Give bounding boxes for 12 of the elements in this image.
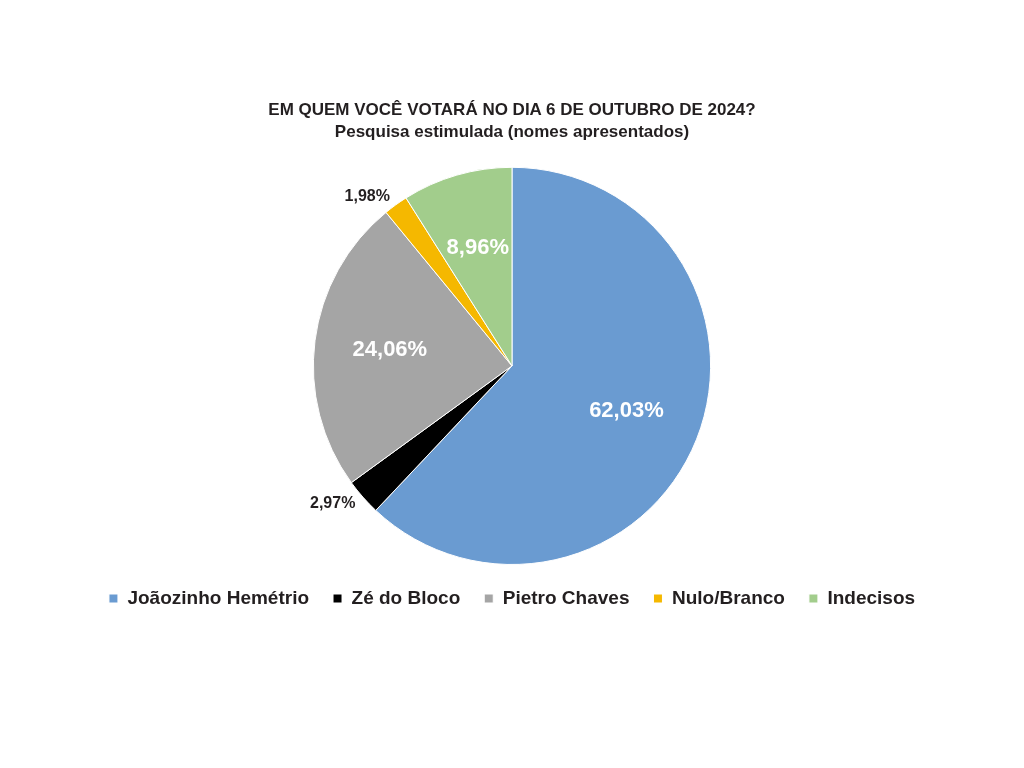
chart-title: EM QUEM VOCÊ VOTARÁ NO DIA 6 DE OUTUBRO DE 2024?: [268, 99, 756, 119]
legend-label: Nulo/Branco: [671, 586, 785, 608]
chart-subtitle: Pesquisa estimulada (nomes apresentados): [334, 122, 690, 142]
data-label: 8,96%: [446, 233, 509, 259]
legend-label: Indecisos: [827, 586, 916, 608]
data-label: 2,97%: [310, 494, 356, 512]
data-label: 62,03%: [589, 397, 664, 423]
data-label: 24,06%: [352, 336, 428, 362]
legend-label: Joãozinho Hemétrio: [127, 586, 310, 608]
legend-label: Pietro Chaves: [502, 586, 630, 608]
legend-label: Zé do Bloco: [351, 586, 461, 608]
data-label: 1,98%: [344, 187, 390, 205]
